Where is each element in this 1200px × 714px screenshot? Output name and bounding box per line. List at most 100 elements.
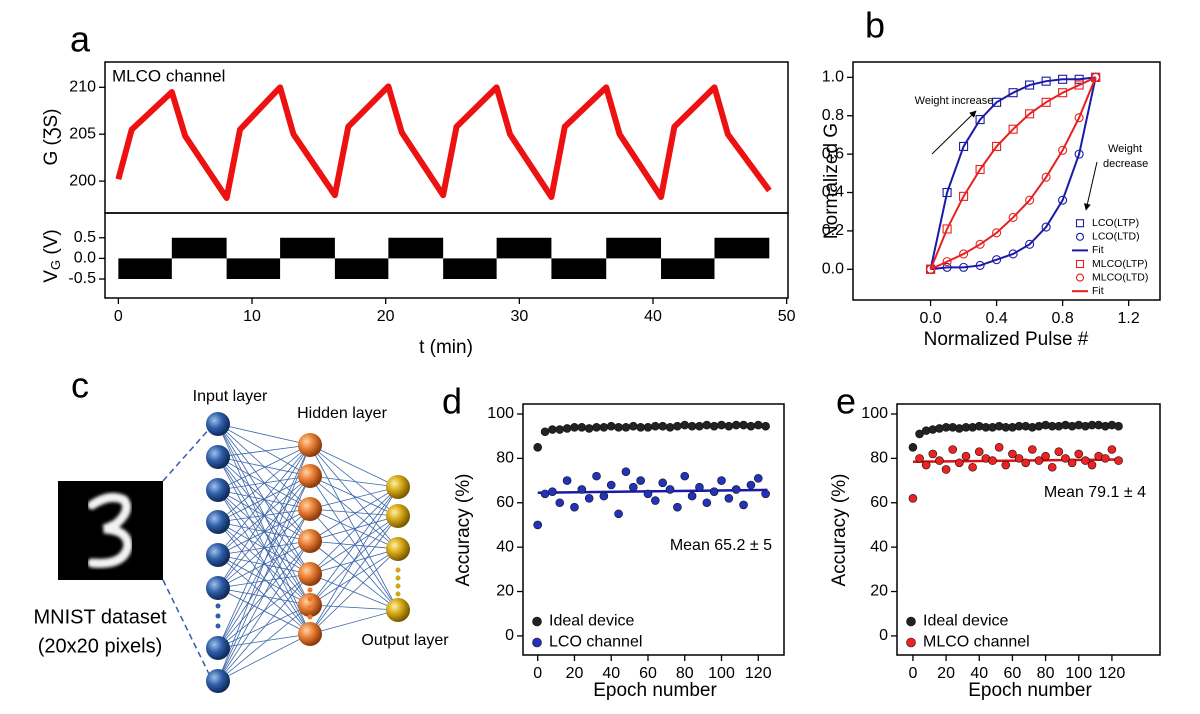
pulse-block xyxy=(714,237,770,259)
pulse-block xyxy=(118,258,172,280)
input-node xyxy=(206,576,230,600)
arrow-decrease xyxy=(1083,161,1098,211)
connection xyxy=(217,444,311,589)
pulse-block xyxy=(388,237,444,259)
y-tick-label: 0.8 xyxy=(822,107,844,124)
marker-ball xyxy=(1034,456,1044,465)
marker-square xyxy=(1008,88,1018,98)
chart-panel: 0 10 20 30 40 50 -0.5 0.0 0.5 t (min) VG (V) xyxy=(41,212,796,358)
marker-ball xyxy=(1041,451,1050,461)
marker-ball xyxy=(717,420,726,430)
connection xyxy=(217,444,311,649)
marker-ball xyxy=(562,476,572,485)
chart-panel: 200 205 210 a G (ƷS) MLCO channel xyxy=(41,19,789,214)
output-node xyxy=(386,598,410,622)
connection xyxy=(217,554,311,575)
connection xyxy=(217,444,311,556)
ellipsis-dot xyxy=(215,613,221,619)
connection xyxy=(217,456,311,606)
legend-label: Ideal device xyxy=(549,613,634,630)
y-axis-label-main: V xyxy=(41,270,62,283)
connection xyxy=(309,444,399,550)
marker-ball xyxy=(761,421,770,431)
marker-ball xyxy=(1114,421,1123,431)
x-axis-label: t (min) xyxy=(419,337,473,358)
fit-line xyxy=(929,76,1096,270)
hidden-node xyxy=(298,593,322,617)
input-node xyxy=(206,669,230,693)
marker-ball xyxy=(753,420,763,430)
x-tick-label: 0.4 xyxy=(985,310,1007,327)
dataset-label: MNIST dataset xyxy=(33,606,166,628)
marker-ball xyxy=(658,421,667,431)
marker-circle xyxy=(1008,249,1018,259)
marker-ball xyxy=(941,465,951,474)
marker-ball xyxy=(695,482,704,492)
network-diagram: Input layer Hidden layer Output layer MN… xyxy=(33,365,449,693)
marker-circle xyxy=(1058,145,1068,155)
y-axis-label: Accuracy (%) xyxy=(829,474,850,587)
legend-label: LCO channel xyxy=(549,634,642,651)
x-tick-label: 40 xyxy=(644,308,662,325)
x-tick-label: 120 xyxy=(1099,665,1126,682)
annotation: Mean 65.2 ± 5 xyxy=(670,537,772,554)
marker-square xyxy=(1008,124,1018,134)
input-node xyxy=(206,636,230,660)
x-tick-label: 20 xyxy=(566,665,584,682)
fit-line xyxy=(930,77,1097,271)
marker-ball xyxy=(702,498,712,508)
marker-ball xyxy=(968,462,977,472)
legend-label: LCO(LTP) xyxy=(1092,217,1139,229)
annotation: Weight increase xyxy=(915,95,994,107)
connection xyxy=(309,475,399,517)
marker-circle xyxy=(1091,72,1101,82)
marker-circle xyxy=(992,255,1002,265)
marker-ball xyxy=(955,458,964,468)
marker-ball xyxy=(540,427,550,437)
x-tick-label: 1.2 xyxy=(1118,310,1140,327)
x-tick-label: 80 xyxy=(676,665,694,682)
marker-ball xyxy=(621,423,631,432)
y-tick-label: 210 xyxy=(69,79,96,96)
x-tick-label: 50 xyxy=(778,308,796,325)
connection xyxy=(217,489,311,635)
marker-ball xyxy=(908,494,918,503)
connection xyxy=(309,486,399,606)
input-node xyxy=(206,543,230,567)
connection xyxy=(217,423,311,542)
connection xyxy=(217,489,311,575)
marker-ball xyxy=(680,420,690,430)
pulse-block xyxy=(171,237,227,259)
marker-ball xyxy=(592,423,601,432)
y-tick-label: 1.0 xyxy=(822,69,844,86)
connection xyxy=(217,456,311,575)
panel-letter: b xyxy=(865,5,885,46)
x-tick-label: 40 xyxy=(602,665,620,682)
x-axis-label: Epoch number xyxy=(593,680,717,701)
marker-ball xyxy=(1014,454,1024,463)
pixels-label: (20x20 pixels) xyxy=(38,635,163,657)
connection xyxy=(309,444,399,488)
input-node xyxy=(206,510,230,534)
connection xyxy=(309,475,399,488)
legend-swatch xyxy=(1075,219,1085,228)
x-tick-label: 0 xyxy=(114,308,123,325)
marker-ball xyxy=(533,442,543,452)
marker-ball xyxy=(665,423,675,432)
marker-ball xyxy=(935,456,944,465)
panel-letter: d xyxy=(442,381,462,422)
x-tick-label: 0 xyxy=(533,665,542,682)
marker-circle xyxy=(1058,195,1068,205)
connection xyxy=(309,609,399,635)
marker-circle xyxy=(1008,212,1018,223)
marker-ball xyxy=(570,502,579,512)
input-node xyxy=(206,412,230,436)
marker-ball xyxy=(746,480,756,490)
fit-line xyxy=(929,76,1097,270)
plot-frame xyxy=(522,403,785,656)
marker-square xyxy=(1025,109,1035,119)
x-axis-label: Normalized Pulse # xyxy=(924,329,1089,350)
connection xyxy=(309,475,399,550)
x-tick-label: 20 xyxy=(937,665,955,682)
